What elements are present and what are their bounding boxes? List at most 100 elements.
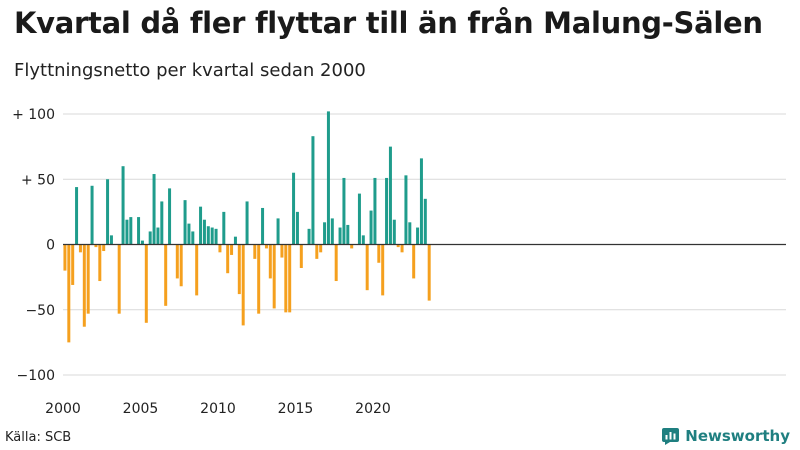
bar — [237, 244, 241, 295]
bar — [156, 227, 160, 245]
x-tick-label: 2020 — [355, 401, 391, 417]
bar — [129, 217, 133, 245]
bar — [226, 244, 230, 274]
bar — [144, 244, 148, 323]
bar — [187, 223, 191, 245]
bar — [230, 244, 234, 255]
bar — [377, 244, 381, 263]
bar — [280, 244, 284, 258]
x-tick-label: 2000 — [45, 401, 81, 417]
bar — [284, 244, 288, 313]
bar — [75, 187, 79, 245]
bar — [365, 244, 369, 291]
bar — [319, 244, 323, 253]
bar — [315, 244, 319, 259]
bar — [381, 244, 385, 296]
bar — [241, 244, 245, 326]
bar — [346, 224, 350, 245]
bar — [357, 193, 361, 245]
chart-subtitle: Flyttningsnetto per kvartal sedan 2000 — [14, 60, 366, 81]
bar — [334, 244, 338, 282]
bar — [164, 244, 168, 306]
chart-title: Kvartal då fler flyttar till än från Mal… — [14, 6, 763, 40]
bar — [140, 240, 144, 245]
bar — [117, 244, 121, 314]
bar — [202, 219, 206, 245]
y-tick-label: + 100 — [12, 107, 55, 123]
bar — [369, 210, 373, 245]
bar — [168, 188, 172, 245]
bar — [106, 179, 110, 245]
bar — [385, 177, 389, 245]
bar — [109, 235, 113, 245]
bar — [299, 244, 303, 268]
bar — [342, 177, 346, 245]
bar — [338, 227, 342, 245]
y-tick-label: −50 — [25, 303, 55, 319]
bar — [233, 236, 237, 245]
bar — [78, 244, 82, 253]
x-tick-label: 2015 — [278, 401, 314, 417]
bar — [175, 244, 179, 279]
bar — [264, 244, 268, 249]
bar — [307, 228, 311, 245]
bar — [199, 206, 203, 245]
bar — [191, 231, 195, 245]
y-tick-label: + 50 — [21, 172, 55, 188]
brand-logo: Newsworthy — [662, 427, 790, 445]
bar — [195, 244, 199, 296]
bar — [330, 218, 334, 245]
x-tick-label: 2010 — [200, 401, 236, 417]
bar — [90, 185, 94, 245]
bar — [326, 111, 330, 245]
bar — [102, 244, 106, 252]
bar — [392, 219, 396, 245]
bar — [412, 244, 416, 279]
bar — [148, 231, 152, 245]
bar — [222, 211, 226, 245]
bar — [416, 227, 420, 245]
bar — [295, 211, 299, 245]
bar — [272, 244, 276, 309]
bar — [214, 228, 218, 245]
bar — [288, 244, 292, 313]
x-tick-label: 2005 — [123, 401, 159, 417]
bar — [210, 227, 214, 245]
y-tick-label: −100 — [17, 368, 55, 384]
bar — [98, 244, 102, 282]
bar — [323, 222, 327, 245]
bar — [408, 222, 412, 245]
bar — [160, 201, 164, 245]
bar — [257, 244, 261, 314]
bar — [373, 177, 377, 245]
bar — [82, 244, 86, 327]
bar — [427, 244, 431, 301]
bar — [396, 244, 400, 248]
bar — [206, 226, 210, 245]
bar — [261, 207, 265, 245]
bar — [218, 244, 222, 253]
bar — [400, 244, 404, 253]
bar — [292, 172, 296, 245]
y-tick-label: 0 — [46, 238, 55, 254]
bar — [67, 244, 71, 343]
bar — [404, 175, 408, 245]
bar — [71, 244, 75, 285]
newsworthy-logo-icon — [662, 427, 680, 445]
bar — [86, 244, 90, 314]
bar — [179, 244, 183, 287]
brand-name: Newsworthy — [685, 427, 790, 445]
bar — [94, 244, 98, 248]
bar — [423, 198, 427, 245]
bar — [276, 218, 280, 245]
bar — [388, 146, 392, 245]
bar — [253, 244, 257, 259]
bar — [121, 166, 125, 245]
bar — [63, 244, 67, 271]
bar — [311, 136, 315, 245]
bar — [268, 244, 272, 279]
bar — [419, 158, 423, 245]
bar — [137, 217, 141, 245]
bar — [350, 244, 354, 249]
